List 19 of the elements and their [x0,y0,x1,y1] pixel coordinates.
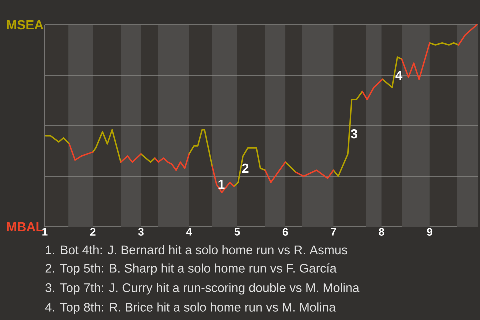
annotation: 4 [396,71,403,80]
text: 1. Bot 4th: J. Bernard hit a solo home run vs R. Asmus [46,245,348,255]
text: 2. Top 5th: B. Sharp hit a solo home run vs F. García [46,264,337,276]
text: MBAL [7,222,44,232]
x-tick-label: 9 [427,228,433,236]
annotation: 1 [218,180,225,190]
x-tick-label: 5 [234,228,240,236]
x-tick-label: 7 [331,228,336,236]
x-tick-label: 3 [138,228,144,236]
x-tick-label: 1 [42,228,48,236]
annotation: 2 [242,164,249,173]
text: 4. Top 8th: R. Brice hit a solo home run vs M. Molina [45,302,336,314]
text: MSEA [7,20,44,30]
x-tick-label: 6 [282,228,288,236]
x-tick-label: 4 [186,228,192,236]
text: 3. Top 7th: J. Curry hit a run-scoring double vs M. Molina [46,283,360,295]
annotation: 3 [351,129,358,139]
x-tick-label: 8 [379,228,384,236]
x-tick-label: 2 [90,228,96,236]
